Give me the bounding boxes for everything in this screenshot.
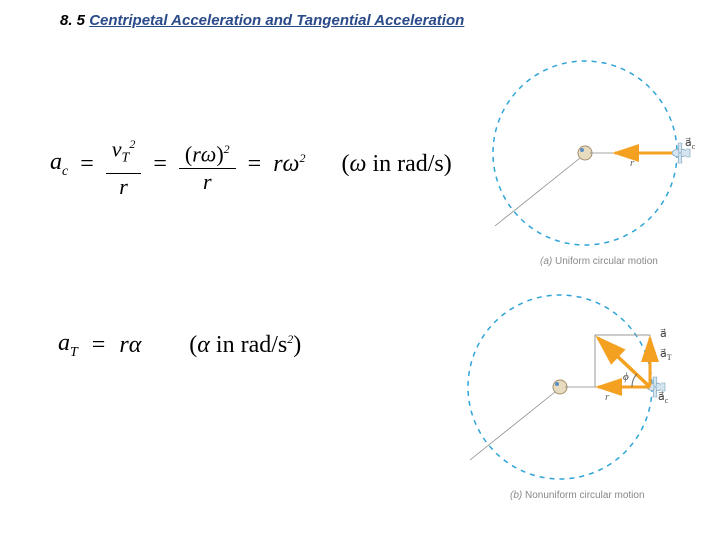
figure-b: r ϕ a⃗ a⃗T a⃗c (b) Nonuniform circular m… — [460, 285, 710, 505]
section-number: 8. 5 — [60, 12, 85, 29]
eq1-frac2: (rω)2 r — [179, 135, 236, 195]
figure-b-caption: (b) Nonuniform circular motion — [510, 490, 645, 501]
eq2-note: (α in rad/s2) — [189, 332, 301, 359]
centripetal-equation: ac = vT2 r = (rω)2 r = rω2 (ω in rad/s) — [50, 130, 452, 200]
r-label: r — [630, 157, 635, 169]
ac-label-b: a⃗c — [658, 391, 669, 405]
section-link: Centripetal Acceleration and Tangential … — [89, 12, 464, 29]
figure-a-caption: (a) Uniform circular motion — [540, 256, 658, 267]
eq2-rhs: rα — [119, 332, 141, 359]
section-title: 8. 5 Centripetal Acceleration and Tangen… — [60, 12, 464, 29]
phi-label: ϕ — [623, 371, 629, 383]
ac-label: a⃗c — [685, 137, 696, 151]
aT-label: a⃗T — [660, 348, 672, 362]
equals-sign: = — [88, 332, 110, 359]
eq1-rhs: rω2 — [273, 151, 305, 178]
nonuniform-motion-diagram: r ϕ a⃗ a⃗T a⃗c — [460, 285, 710, 505]
equals-sign: = — [149, 151, 171, 178]
tangential-equation: aT = rα (α in rad/s2) — [58, 330, 301, 361]
equals-sign: = — [76, 151, 98, 178]
eq1-frac1: vT2 r — [106, 130, 142, 200]
a-label: a⃗ — [660, 328, 667, 340]
equals-sign: = — [244, 151, 266, 178]
uniform-motion-diagram: r a⃗c — [480, 58, 710, 268]
eq1-lhs: ac — [50, 149, 68, 180]
r-label-b: r — [605, 391, 610, 403]
eq2-lhs: aT — [58, 330, 78, 361]
figure-a: r a⃗c (a) Uniform circular motion — [480, 58, 710, 268]
eq1-note: (ω in rad/s) — [341, 151, 451, 178]
